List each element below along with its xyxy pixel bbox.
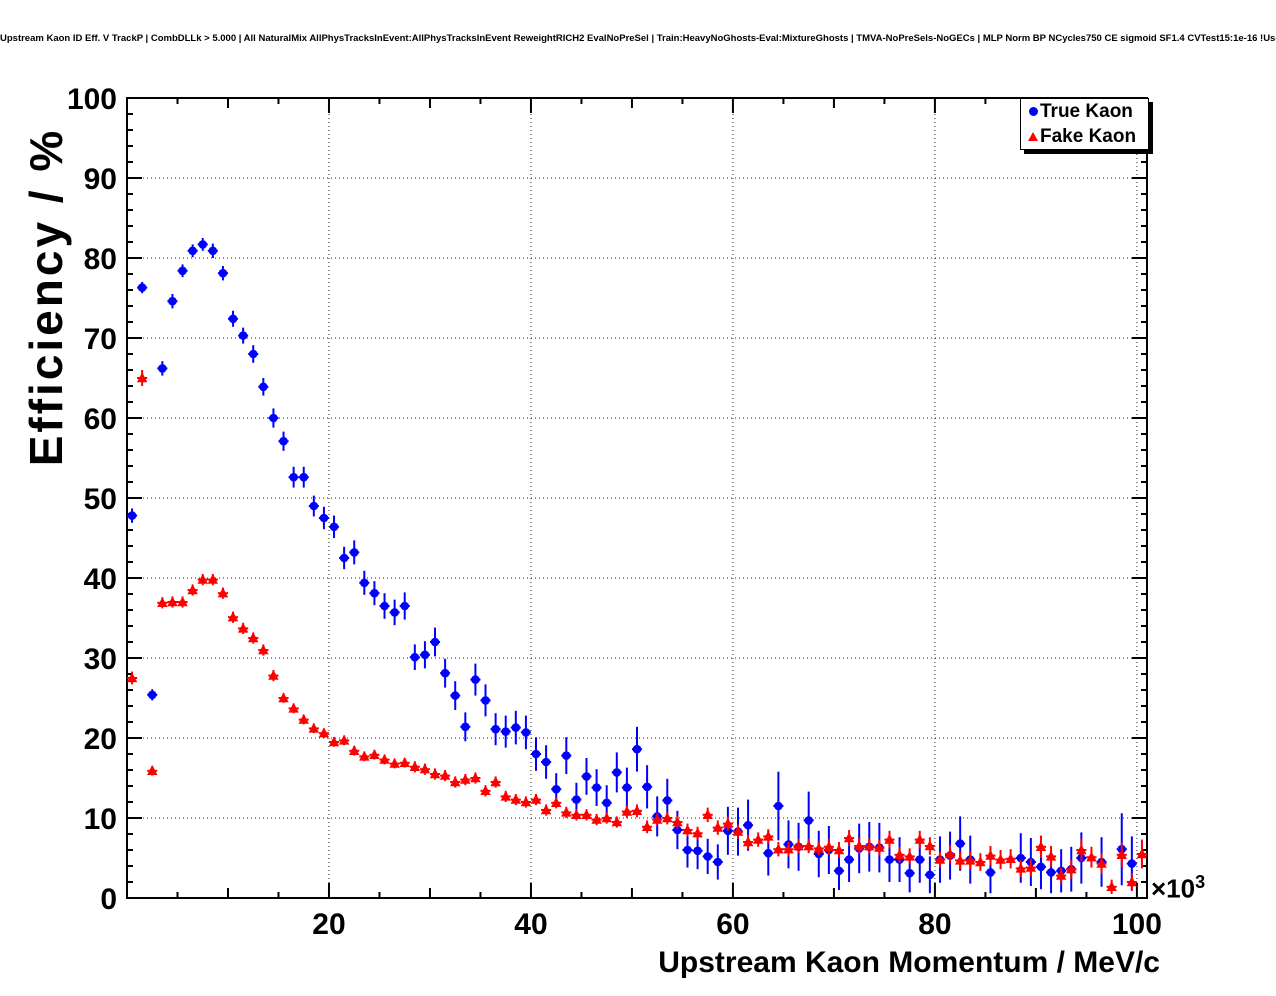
x-scale-prefix: ×10 [1151, 873, 1196, 904]
svg-text:80: 80 [918, 908, 951, 941]
svg-text:70: 70 [84, 323, 117, 356]
legend-label-true-kaon: True Kaon [1040, 101, 1133, 122]
svg-text:60: 60 [84, 403, 117, 436]
svg-text:60: 60 [716, 908, 749, 941]
svg-text:100: 100 [1112, 908, 1162, 941]
true-kaon-circle-marker-icon [1026, 107, 1040, 116]
svg-text:100: 100 [67, 83, 117, 116]
chart-title: Upstream Kaon ID Eff. V TrackP | CombDLL… [0, 33, 1276, 44]
fake-kaon-triangle-marker-icon [1026, 132, 1040, 141]
x-axis-scale-exponent: ×103 [1151, 872, 1205, 905]
svg-text:20: 20 [84, 723, 117, 756]
x-axis-title: Upstream Kaon Momentum / MeV/c [658, 946, 1160, 979]
legend: True Kaon Fake Kaon [1020, 98, 1149, 150]
svg-text:50: 50 [84, 483, 117, 516]
legend-label-fake-kaon: Fake Kaon [1040, 126, 1137, 147]
legend-entry-true-kaon: True Kaon [1021, 99, 1148, 124]
svg-text:20: 20 [312, 908, 345, 941]
legend-entry-fake-kaon: Fake Kaon [1021, 124, 1148, 149]
svg-text:30: 30 [84, 643, 117, 676]
svg-text:80: 80 [84, 243, 117, 276]
svg-text:40: 40 [84, 563, 117, 596]
svg-text:40: 40 [514, 908, 547, 941]
svg-text:10: 10 [84, 803, 117, 836]
svg-text:90: 90 [84, 163, 117, 196]
x-scale-power: 3 [1195, 872, 1206, 892]
svg-text:0: 0 [100, 883, 117, 916]
